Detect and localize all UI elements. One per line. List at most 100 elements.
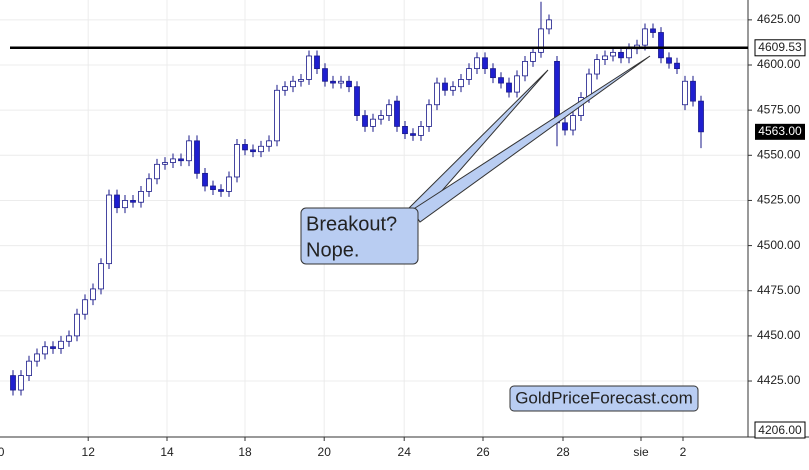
watermark: GoldPriceForecast.com (515, 388, 693, 407)
x-tick-label: sie (633, 445, 649, 459)
candle-body (530, 51, 536, 62)
candle-body (602, 55, 608, 60)
candle-body (514, 75, 520, 93)
callout: Breakout? Nope. (300, 55, 651, 265)
candle-body (362, 115, 368, 127)
x-tick-label: 14 (160, 445, 174, 459)
candle-body (626, 48, 632, 59)
candle-body (522, 60, 528, 77)
hline-label-box (754, 39, 806, 57)
candle-body (594, 59, 600, 75)
candle-body (218, 189, 224, 192)
min-label: 4206.00 (758, 423, 802, 437)
candle-body (410, 133, 416, 136)
candle-body (18, 375, 24, 391)
candle-body (122, 200, 128, 209)
candle-body (234, 144, 240, 178)
candle-body (338, 80, 344, 84)
x-tick-label: 24 (398, 445, 412, 459)
candle-body (42, 346, 48, 355)
y-tick-label: 4525.00 (757, 193, 801, 207)
candle-body (442, 82, 448, 91)
candle-body (162, 162, 168, 165)
y-tick-label: 4600.00 (757, 57, 801, 71)
y-tick-label: 4550.00 (757, 147, 801, 161)
candle-body (570, 115, 576, 131)
x-tick-label: 26 (476, 445, 490, 459)
candle-body (146, 178, 152, 192)
y-tick-label: 4475.00 (757, 283, 801, 297)
candle-body (130, 200, 136, 203)
candle-body (58, 340, 64, 349)
candle-body (82, 299, 88, 315)
candle-body (554, 60, 560, 124)
last-price-box (755, 123, 805, 140)
candle-body (402, 126, 408, 135)
candle-body (50, 346, 56, 349)
callout-box (300, 207, 419, 265)
candle-body (562, 122, 568, 131)
candle-body (482, 57, 488, 70)
candle-body (546, 19, 552, 30)
candle-body (682, 80, 688, 106)
candle-body (250, 149, 256, 153)
candle-body (506, 82, 512, 93)
candle-body (618, 51, 624, 59)
candle-body (650, 28, 656, 33)
x-tick-label: 20 (318, 445, 332, 459)
candle-body (538, 28, 544, 53)
candle-body (274, 89, 280, 142)
candle-body (466, 68, 472, 80)
min-label-box (754, 421, 806, 439)
candle-body (458, 79, 464, 88)
x-tick-label: 2 (680, 445, 687, 459)
candle-body (322, 68, 328, 82)
candle-body (698, 100, 704, 133)
candle-body (170, 158, 176, 163)
y-tick-label: 4450.00 (757, 328, 801, 342)
y-tick-label: 4625.00 (757, 12, 801, 26)
candle-body (674, 62, 680, 70)
candle-body (178, 158, 184, 162)
candle-body (66, 335, 72, 342)
x-tick-label: 18 (238, 445, 252, 459)
candle-body (242, 144, 248, 151)
candle-body (666, 57, 672, 64)
candle-body (450, 86, 456, 91)
candle-body (106, 194, 112, 265)
candle-body (378, 115, 384, 120)
candle-body (418, 126, 424, 136)
last-price-label: 4563.00 (758, 124, 802, 138)
x-tick-label: 28 (556, 445, 570, 459)
callout-text: Breakout? (306, 213, 397, 235)
candle-body (290, 80, 296, 88)
candle-body (186, 140, 192, 162)
candle-body (90, 288, 96, 301)
candle-body (330, 80, 336, 84)
y-tick-label: 4575.00 (757, 102, 801, 116)
candle-body (298, 79, 304, 82)
candle-body (98, 263, 104, 290)
y-tick-label: 4500.00 (757, 238, 801, 252)
candle-body (258, 145, 264, 153)
x-tick-label: 12 (82, 445, 96, 459)
candle-body (426, 104, 432, 127)
candle-body (354, 86, 360, 116)
x-tick-label: 10 (0, 445, 5, 459)
candle-body (498, 77, 504, 84)
candle-body (490, 68, 496, 79)
candle-body (658, 32, 664, 59)
callout-text: Nope. (306, 239, 359, 261)
candle-body (394, 100, 400, 127)
y-tick-label: 4425.00 (757, 373, 801, 387)
candle-body (26, 360, 32, 377)
candle-body (114, 194, 120, 209)
candle-body (34, 353, 40, 362)
candle-body (226, 176, 232, 192)
candle-body (610, 51, 616, 57)
watermark-box (509, 385, 699, 412)
hline-label: 4609.53 (758, 40, 802, 54)
candle-body (74, 313, 80, 337)
candle-body (370, 118, 376, 127)
